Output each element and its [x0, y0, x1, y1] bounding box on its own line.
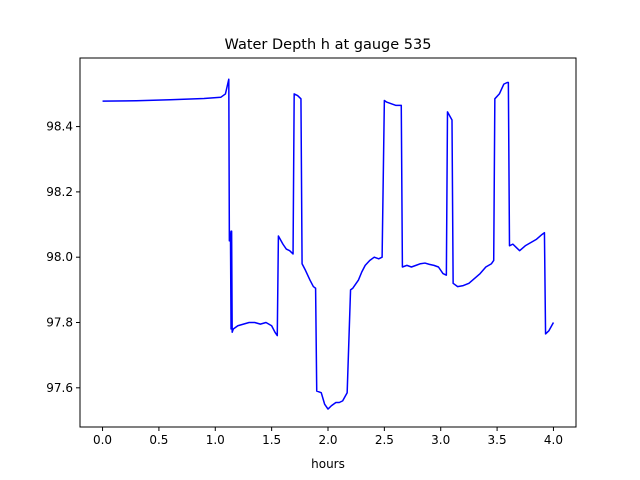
y-tick-label: 98.4: [46, 120, 73, 134]
y-tick-label: 97.8: [46, 316, 73, 330]
x-tick-label: 0.5: [149, 433, 168, 447]
x-tick-label: 1.0: [206, 433, 225, 447]
series-layer: [102, 78, 555, 410]
x-tick-label: 3.5: [488, 433, 507, 447]
series-line-0: [102, 78, 555, 410]
plot-area: [79, 57, 577, 428]
x-axis: 0.0 0.5 1.0 1.5 2.0 2.5 3.0 3.5 4.0: [93, 427, 563, 447]
x-tick-label: 0.0: [93, 433, 112, 447]
y-axis: 97.6 97.8 98.0 98.2 98.4: [46, 120, 80, 395]
x-axis-label: hours: [311, 457, 345, 471]
x-tick-label: 2.5: [375, 433, 394, 447]
x-tick-label: 3.0: [431, 433, 450, 447]
y-tick-label: 98.0: [46, 250, 73, 264]
x-tick-label: 2.0: [318, 433, 337, 447]
chart-title: Water Depth h at gauge 535: [225, 37, 432, 53]
x-tick-label: 1.5: [262, 433, 281, 447]
y-tick-label: 98.2: [46, 185, 73, 199]
x-tick-label: 4.0: [544, 433, 563, 447]
plot-frame: [79, 57, 577, 428]
y-tick-label: 97.6: [46, 381, 73, 395]
